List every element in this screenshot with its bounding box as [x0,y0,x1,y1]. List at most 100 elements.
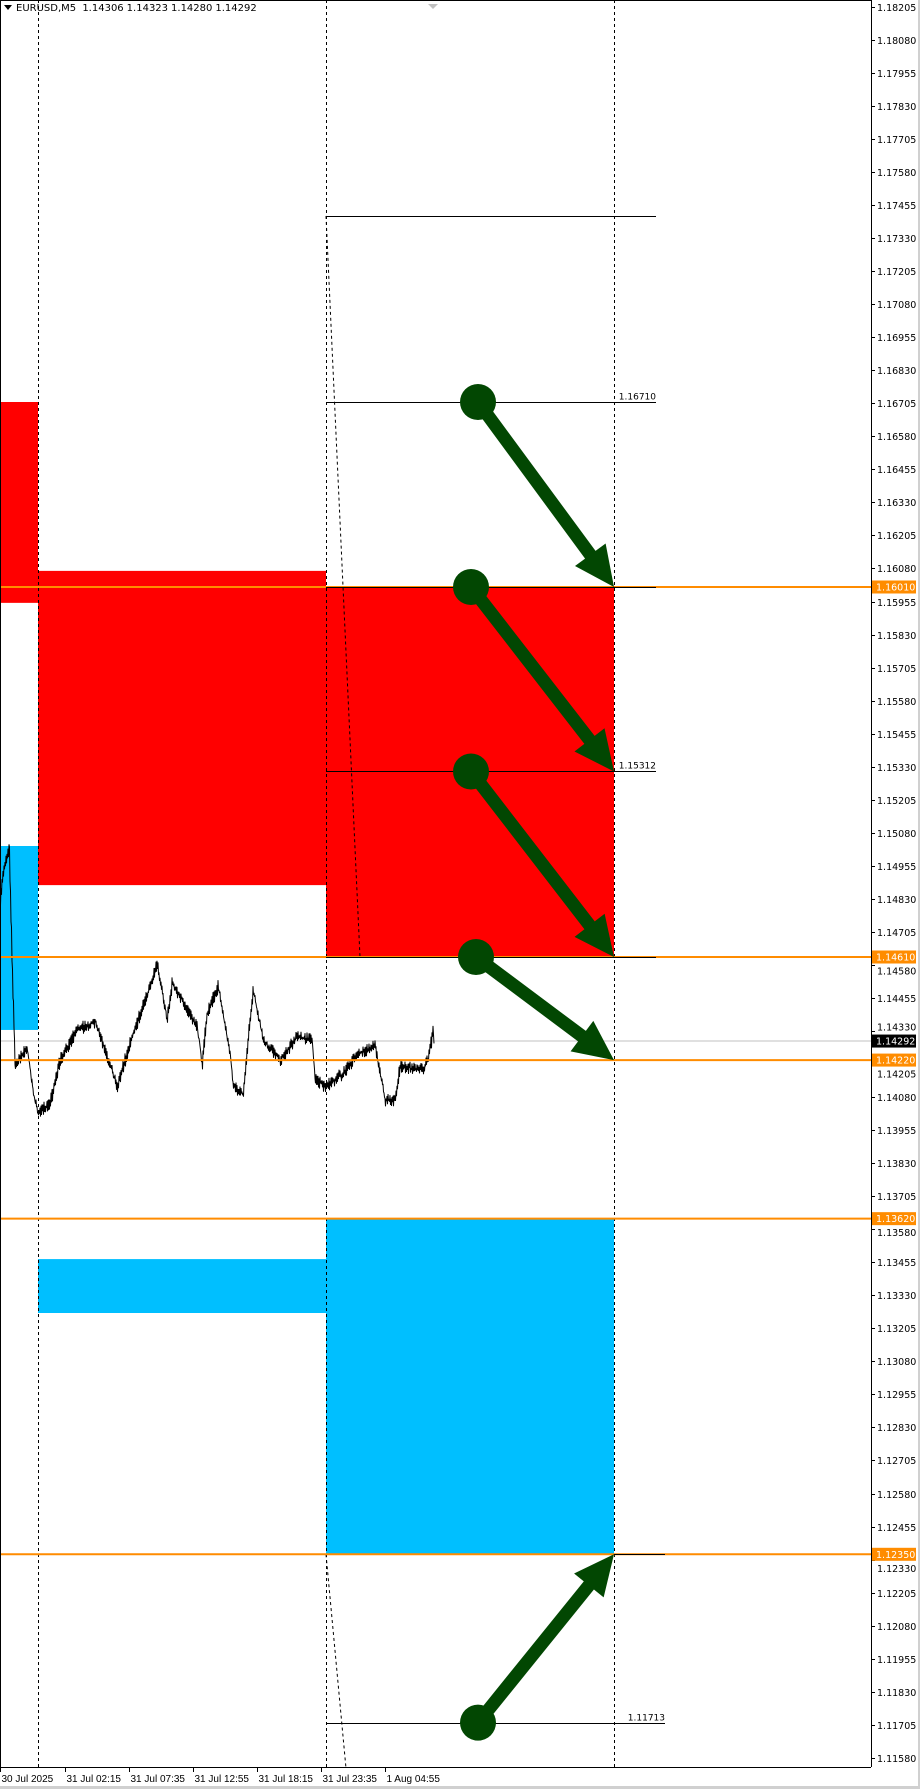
plot-area: 1.16710 1.15312 1.11713 [0,0,871,1767]
trend-line [325,215,361,958]
demand-zone [0,846,38,1030]
level-price-tag: 1.14610 [876,953,915,964]
level-price-tag-box [872,1212,916,1226]
level-price-tag: 1.12350 [876,1550,915,1561]
level-price-tag: 1.16010 [876,583,915,594]
trend-arrow [453,753,614,958]
time-tick-label: 31 Jul 07:35 [131,1774,186,1785]
price-tick-label: 1.17205 [877,267,916,278]
price-tick-label: 1.13830 [877,1159,916,1170]
trend-line [325,1554,347,1767]
price-tick-label: 1.15830 [877,631,916,642]
ohlc-close: 1.14292 [215,3,257,14]
trend-arrow [460,1554,614,1741]
price-tick-label: 1.14580 [877,967,916,978]
price-tick-label: 1.16330 [877,498,916,509]
time-tick-label: 30 Jul 2025 [2,1774,54,1785]
trend-arrow [453,569,614,772]
window-edge [918,0,920,1789]
price-line [0,844,435,1117]
level-price-tag-box [872,950,916,964]
price-tick-label: 1.11580 [877,1754,916,1765]
chart-header: EURUSD,M5 1.14306 1.14323 1.14280 1.14292 [4,3,260,14]
price-tick-label: 1.17455 [877,201,916,212]
time-tick-label: 31 Jul 18:15 [259,1774,314,1785]
time-tick-label: 1 Aug 04:55 [387,1774,441,1785]
price-tick-label: 1.17705 [877,135,916,146]
price-tick-label: 1.14955 [877,862,916,873]
price-tick-label: 1.15705 [877,664,916,675]
arrow-origin-dot [458,939,494,976]
demand-zone [38,1259,326,1314]
price-tick-label: 1.15205 [877,796,916,807]
price-tick-label: 1.11830 [877,1688,916,1699]
price-tick-label: 1.14705 [877,928,916,939]
price-tick-label: 1.15330 [877,763,916,774]
price-tick-label: 1.14830 [877,895,916,906]
arrow-origin-dot [460,383,496,420]
time-tick-label: 31 Jul 12:55 [195,1774,250,1785]
arrow-icon [472,398,614,587]
price-tick-label: 1.17955 [877,69,916,80]
level-price-tag-box [872,1053,916,1067]
price-tick-label: 1.12580 [877,1490,916,1501]
price-tick-label: 1.18080 [877,36,916,47]
price-tick-label: 1.13705 [877,1192,916,1203]
symbol-label: EURUSD,M5 [16,3,77,14]
level-price-tag-box [872,1547,916,1561]
price-tick-label: 1.14205 [877,1070,916,1081]
price-tick-label: 1.17330 [877,234,916,245]
price-tick-label: 1.14455 [877,994,916,1005]
ohlc-open: 1.14306 [82,3,124,14]
price-tick-label: 1.15580 [877,697,916,708]
window-bottom-edge [0,1786,920,1789]
arrow-icon [472,1554,614,1727]
level-segment-label: 1.15312 [619,762,656,772]
arrow-icon [472,951,614,1061]
supply-zone [0,401,38,603]
arrow-origin-dot [460,1704,496,1741]
arrow-icon [465,767,614,958]
price-tick-label: 1.17080 [877,300,916,311]
ohlc-low: 1.14280 [171,3,213,14]
price-tick-label: 1.13080 [877,1357,916,1368]
price-tick-label: 1.16205 [877,531,916,542]
supply-zone [38,570,326,886]
price-tick-label: 1.13955 [877,1126,916,1137]
price-tick-label: 1.16955 [877,333,916,344]
trend-arrow [460,383,614,587]
price-tick-label: 1.12455 [877,1523,916,1534]
price-tick-label: 1.17830 [877,102,916,113]
price-tick-label: 1.12705 [877,1456,916,1467]
price-tick-label: 1.15455 [877,730,916,741]
bid-price-tag-box [872,1034,916,1048]
price-tick-label: 1.12955 [877,1390,916,1401]
price-tick-label: 1.12330 [877,1564,916,1575]
price-tick-label: 1.16830 [877,366,916,377]
time-tick-label: 31 Jul 02:15 [67,1774,122,1785]
level-price-tag: 1.13620 [876,1214,915,1225]
bid-price-tag: 1.14292 [876,1037,915,1048]
price-tick-label: 1.12080 [877,1622,916,1633]
demand-zone [326,1218,614,1555]
price-tick-label: 1.11705 [877,1721,916,1732]
level-price-tag: 1.14220 [876,1056,915,1067]
time-tick-label: 31 Jul 23:35 [323,1774,378,1785]
price-tick-label: 1.13580 [877,1228,916,1239]
level-segment-label: 1.11713 [628,1714,665,1724]
price-tick-label: 1.16705 [877,399,916,410]
price-tick-label: 1.12205 [877,1589,916,1600]
price-tick-label: 1.13205 [877,1324,916,1335]
price-tick-label: 1.13455 [877,1258,916,1269]
price-tick-label: 1.14330 [877,1023,916,1034]
arrow-origin-dot [453,753,489,790]
price-tick-label: 1.15955 [877,598,916,609]
menu-triangle-icon[interactable] [4,5,12,10]
price-tick-label: 1.18205 [877,3,916,14]
price-tick-label: 1.17580 [877,168,916,179]
price-tick-label: 1.16580 [877,432,916,443]
price-tick-label: 1.13330 [877,1291,916,1302]
level-segment-label: 1.16710 [619,393,656,403]
price-tick-label: 1.15080 [877,829,916,840]
